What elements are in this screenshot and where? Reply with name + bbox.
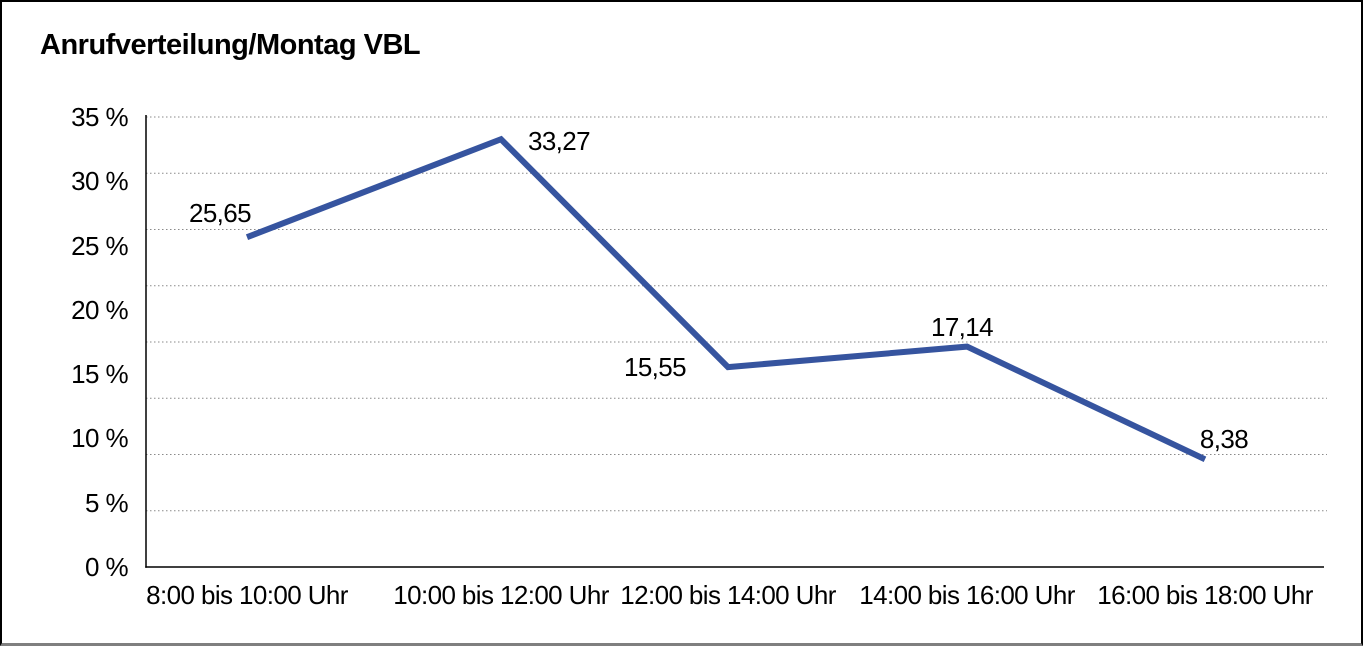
value-label: 15,55 — [623, 352, 687, 382]
x-axis-category-label: 12:00 bis 14:00 Uhr — [620, 580, 836, 610]
y-axis-tick-label: 0 % — [84, 552, 129, 582]
y-axis-tick-label: 25 % — [71, 230, 128, 261]
x-axis-category-label: 10:00 bis 12:00 Uhr — [393, 580, 609, 610]
value-label: 8,38 — [1199, 424, 1249, 454]
data-line — [245, 135, 1207, 463]
y-axis-tick-label: 10 % — [71, 423, 128, 454]
y-axis-tick-label: 15 % — [71, 359, 128, 390]
value-label: 25,65 — [188, 198, 252, 228]
y-axis-tick-label: 5 % — [84, 487, 129, 518]
x-axis-category-label: 14:00 bis 16:00 Uhr — [859, 580, 1075, 610]
y-axis-tick-label: 20 % — [71, 294, 128, 325]
y-axis-tick-label: 35 % — [71, 102, 128, 132]
x-axis-category-label: 8:00 bis 10:00 Uhr — [146, 580, 348, 610]
value-label: 33,27 — [527, 126, 591, 156]
value-label: 17,14 — [930, 312, 994, 342]
chart-title: Anrufverteilung/Montag VBL — [40, 29, 421, 61]
x-axis-category-label: 16:00 bis 18:00 Uhr — [1097, 580, 1313, 610]
y-axis-tick-label: 30 % — [71, 166, 128, 197]
